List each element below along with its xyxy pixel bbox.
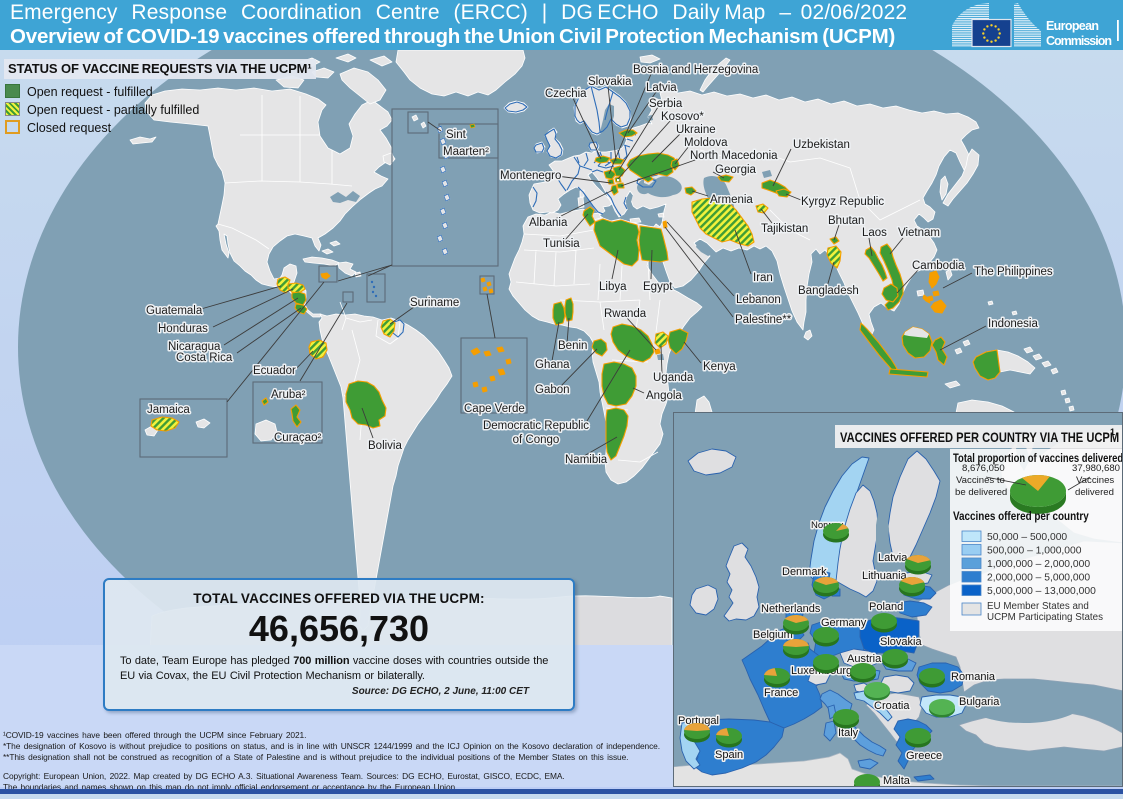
svg-text:European: European [1046,19,1099,33]
svg-text:1,000,000 – 2,000,000: 1,000,000 – 2,000,000 [987,559,1090,570]
svg-text:Benin: Benin [558,340,587,352]
svg-text:Curaçao²: Curaçao² [274,432,321,444]
svg-text:Lithuania: Lithuania [862,570,908,582]
svg-text:Palestine**: Palestine** [735,314,792,326]
svg-text:Nicaragua: Nicaragua [168,341,221,353]
svg-text:Jamaica: Jamaica [147,404,190,416]
svg-text:Spain: Spain [715,749,743,761]
svg-text:Vietnam: Vietnam [898,227,940,239]
svg-text:Iran: Iran [753,272,773,284]
svg-text:Commission: Commission [1046,34,1112,48]
svg-text:Montenegro: Montenegro [500,170,561,182]
svg-text:Armenia: Armenia [710,194,753,206]
svg-text:Georgia: Georgia [715,164,757,176]
svg-text:Rwanda: Rwanda [604,308,647,320]
svg-text:Italy: Italy [838,727,859,739]
svg-text:Moldova: Moldova [684,137,728,149]
svg-text:Germany: Germany [821,617,867,629]
svg-text:Kenya: Kenya [703,361,736,373]
svg-text:37,980,680: 37,980,680 [1072,463,1120,474]
svg-text:Slovakia: Slovakia [880,636,922,648]
svg-text:Malta: Malta [883,775,911,787]
svg-text:Latvia: Latvia [878,552,908,564]
svg-text:Vaccines: Vaccines [1076,475,1114,486]
svg-text:Ukraine: Ukraine [676,124,716,136]
svg-text:Costa Rica: Costa Rica [176,352,233,364]
svg-text:Bulgaria: Bulgaria [959,696,1000,708]
svg-text:Libya: Libya [599,281,627,293]
svg-text:Vaccines to: Vaccines to [956,475,1005,486]
svg-text:Maarten²: Maarten² [443,146,489,158]
svg-text:2,000,000 – 5,000,000: 2,000,000 – 5,000,000 [987,573,1090,584]
svg-text:Namibia: Namibia [565,454,608,466]
svg-text:Bosnia and Herzegovina: Bosnia and Herzegovina [633,64,759,76]
svg-text:Aruba²: Aruba² [271,389,306,401]
svg-text:Latvia: Latvia [646,82,677,94]
svg-text:Gabon: Gabon [535,384,570,396]
svg-text:50,000 – 500,000: 50,000 – 500,000 [987,532,1067,543]
svg-text:Croatia: Croatia [874,700,910,712]
svg-text:EU Member States and: EU Member States and [987,601,1089,612]
svg-text:Angola: Angola [646,390,682,402]
svg-text:Austria: Austria [847,653,882,665]
svg-text:Portugal: Portugal [678,715,719,727]
svg-text:Serbia: Serbia [649,98,683,110]
svg-text:8,676,050: 8,676,050 [962,463,1005,474]
svg-text:Bhutan: Bhutan [828,215,864,227]
svg-text:Tajikistan: Tajikistan [761,223,808,235]
svg-text:Ghana: Ghana [535,359,570,371]
svg-text:Guatemala: Guatemala [146,305,203,317]
svg-text:Albania: Albania [529,217,568,229]
svg-text:Tunisia: Tunisia [543,238,580,250]
svg-text:The Philippines: The Philippines [974,266,1053,278]
svg-text:500,000 – 1,000,000: 500,000 – 1,000,000 [987,546,1082,557]
svg-text:Indonesia: Indonesia [988,318,1038,330]
svg-text:Vaccines offered per country: Vaccines offered per country [953,510,1089,523]
svg-text:of Congo: of Congo [513,434,560,446]
svg-text:France: France [764,687,798,699]
svg-text:Sint: Sint [446,129,467,141]
svg-text:Uganda: Uganda [653,372,694,384]
svg-text:Democratic Republic: Democratic Republic [483,420,589,432]
svg-text:Kyrgyz Republic: Kyrgyz Republic [801,196,884,208]
svg-text:Bolivia: Bolivia [368,440,402,452]
svg-text:Ecuador: Ecuador [253,365,296,377]
svg-text:Kosovo*: Kosovo* [661,111,704,123]
svg-text:Greece: Greece [906,750,942,762]
svg-text:Total proportion of vaccines d: Total proportion of vaccines delivered [953,452,1123,465]
svg-text:Uzbekistan: Uzbekistan [793,139,850,151]
svg-text:Cape Verde: Cape Verde [464,403,525,415]
svg-text:UCPM Participating States: UCPM Participating States [987,612,1103,623]
svg-text:Belgium: Belgium [753,629,793,641]
svg-text:Czechia: Czechia [545,88,587,100]
svg-text:North Macedonia: North Macedonia [690,150,778,162]
svg-text:Romania: Romania [951,671,996,683]
svg-text:Poland: Poland [869,601,903,613]
svg-text:Bangladesh: Bangladesh [798,285,859,297]
svg-text:delivered: delivered [1075,487,1114,498]
svg-text:be delivered: be delivered [955,487,1007,498]
svg-text:5,000,000 – 13,000,000: 5,000,000 – 13,000,000 [987,586,1096,597]
svg-text:Netherlands: Netherlands [761,603,821,615]
svg-text:Laos: Laos [862,227,887,239]
svg-text:Honduras: Honduras [158,323,208,335]
svg-text:Lebanon: Lebanon [736,294,781,306]
svg-text:Suriname: Suriname [410,297,459,309]
svg-text:Denmark: Denmark [782,566,827,578]
svg-text:Egypt: Egypt [643,281,673,293]
svg-text:Cambodia: Cambodia [912,260,965,272]
svg-text:Slovakia: Slovakia [588,76,632,88]
svg-text:VACCINES OFFERED PER COUNTRY V: VACCINES OFFERED PER COUNTRY VIA THE UCP… [840,430,1119,445]
svg-text:1: 1 [1110,427,1115,437]
